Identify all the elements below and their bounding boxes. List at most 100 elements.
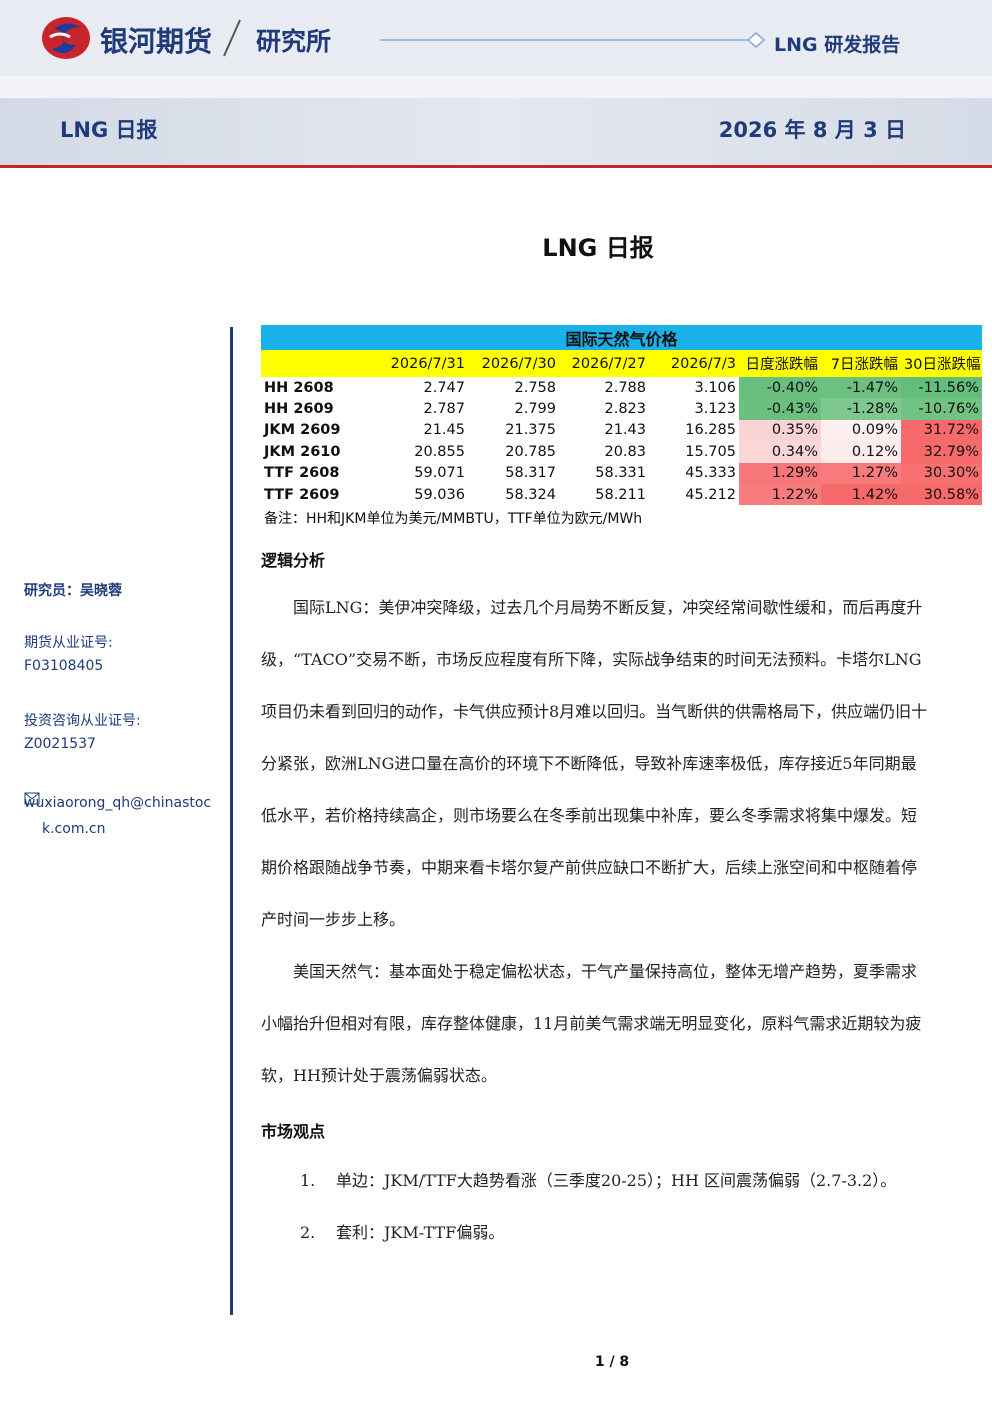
header-cell: 7日涨跌幅	[830, 357, 898, 373]
report-name: LNG 日报	[60, 118, 158, 142]
header-line	[380, 32, 766, 48]
list-item: 2. 套利：JKM-TTF偏弱。	[300, 1207, 896, 1259]
row-name: TTF 2609	[264, 486, 340, 503]
cell: 45.333	[685, 465, 736, 482]
table-note: 备注：HH和JKM单位为美元/MMBTU，TTF单位为欧元/MWh	[264, 511, 643, 527]
cell: 2.787	[423, 401, 465, 418]
title-row: 国际天然气价格	[261, 325, 983, 350]
cert-label: 期货从业证号:	[24, 635, 113, 651]
list-item: 1. 单边：JKM/TTF大趋势看涨（三季度20-25）；HH 区间震荡偏弱（2.…	[300, 1155, 896, 1207]
row-name: HH 2608	[264, 379, 334, 396]
email-text: wuxiaorong_qh@chinastock.com.cn	[24, 795, 212, 837]
cell: -10.76%	[901, 398, 983, 420]
cell: 32.79%	[901, 441, 983, 463]
data-row: TTF 2609 59.036 58.324 58.211 45.212 1.22% 1.4…	[261, 483, 983, 506]
logo	[42, 17, 90, 59]
cell: 30.30%	[901, 462, 983, 484]
cert: F03108405	[24, 658, 104, 674]
header-cell: 2026/7/31	[390, 355, 465, 372]
cert-label: 投资咨询从业证号:	[24, 713, 141, 729]
data-row: JKM 2610 20.855 20.785 20.83 15.705 0.34% 0.12…	[261, 441, 983, 463]
row-name: JKM 2610	[264, 443, 341, 460]
cell: 20.83	[604, 443, 646, 460]
mail-icon	[24, 792, 40, 805]
cell: 58.331	[595, 465, 646, 482]
item-text: 套利：JKM-TTF偏弱。	[336, 1223, 505, 1242]
cert: Z0021537	[24, 736, 96, 752]
cell: 30.58%	[901, 483, 983, 506]
cell: 2.758	[514, 379, 556, 396]
data-row: HH 2609 2.787 2.799 2.823 3.123 -0.43% -1.28% -…	[261, 398, 983, 420]
row-name: TTF 2608	[264, 465, 340, 482]
cell: 1.42%	[821, 483, 901, 506]
header-cell: 2026/7/3	[670, 355, 736, 372]
data-row: JKM 2609 21.45 21.375 21.43 16.285 0.35% 0.09%…	[261, 419, 983, 442]
cell: 3.123	[694, 401, 736, 418]
title-band	[0, 98, 992, 165]
cell: 16.285	[685, 422, 736, 439]
cell: 21.375	[505, 422, 556, 439]
row-name: HH 2609	[264, 401, 334, 418]
item-number: 2.	[300, 1223, 316, 1242]
strip	[0, 76, 992, 98]
brand: 银河期货	[100, 25, 213, 58]
cell: 45.212	[685, 486, 736, 503]
paragraph: 国际LNG：美伊冲突降级，过去几个月局势不断反复，冲突经常间歇性缓和，而后再度升…	[261, 598, 928, 929]
section-heading: 逻辑分析	[261, 551, 326, 570]
cell: 2.799	[514, 401, 556, 418]
table-title: 国际天然气价格	[261, 325, 983, 350]
cell: -1.47%	[821, 377, 901, 399]
cell: 2.747	[423, 379, 465, 396]
cell: 15.705	[685, 443, 736, 460]
cell: 21.45	[423, 422, 465, 439]
page-title: LNG 日报	[542, 234, 654, 262]
cell: -1.28%	[821, 398, 901, 420]
views-list: 1. 单边：JKM/TTF大趋势看涨（三季度20-25）；HH 区间震荡偏弱（2.…	[300, 1155, 896, 1259]
row-name: JKM 2609	[264, 422, 341, 439]
cell: -0.43%	[739, 398, 821, 420]
cell: 3.106	[694, 379, 736, 396]
sidebar-line	[230, 327, 233, 1315]
cell: -0.40%	[739, 377, 821, 399]
cell: 2.788	[604, 379, 646, 396]
item-number: 1.	[300, 1171, 316, 1190]
cell: 2.823	[604, 401, 646, 418]
cell: 1.27%	[821, 462, 901, 484]
cell: 20.855	[414, 443, 465, 460]
email: wuxiaorong_qh@chinastock.com.cn	[24, 790, 214, 842]
divider	[0, 165, 992, 168]
cell: 59.036	[414, 486, 465, 503]
data-row: TTF 2608 59.071 58.317 58.331 45.333 1.29% 1.2…	[261, 462, 983, 484]
cell: 58.324	[505, 486, 556, 503]
header-cell: 2026/7/27	[571, 355, 646, 372]
cell: 58.211	[595, 486, 646, 503]
division: 研究所	[256, 27, 332, 56]
section-heading: 市场观点	[261, 1122, 326, 1141]
top-bar	[0, 0, 992, 76]
cell: 1.22%	[739, 483, 821, 506]
item-text: 单边：JKM/TTF大趋势看涨（三季度20-25）；HH 区间震荡偏弱（2.7-…	[336, 1171, 897, 1190]
cell: 1.29%	[739, 462, 821, 484]
page-number: 1 / 8	[594, 1354, 630, 1370]
cell: -11.56%	[901, 377, 983, 399]
cell: 0.09%	[821, 419, 901, 442]
header-cell	[261, 350, 370, 377]
cell: 20.785	[505, 443, 556, 460]
cell: 31.72%	[901, 419, 983, 442]
header-row: 2026/7/31 2026/7/30 2026/7/27 2026/7/3 日度涨跌幅…	[261, 350, 983, 377]
slash	[223, 19, 241, 57]
cell: 21.43	[604, 422, 646, 439]
cell: 0.12%	[821, 441, 901, 463]
cell: 0.35%	[739, 419, 821, 442]
cell: 59.071	[414, 465, 465, 482]
cell: 0.34%	[739, 441, 821, 463]
paragraph: 美国天然气：基本面处于稳定偏松状态，干气产量保持高位，整体无增产趋势，夏季需求小…	[261, 962, 922, 1085]
analyst: 研究员：吴晓蓉	[24, 583, 122, 599]
header-cell: 2026/7/30	[481, 355, 556, 372]
report-series: LNG 研发报告	[774, 34, 901, 56]
header-cell: 日度涨跌幅	[745, 357, 819, 373]
analysis-body: 国际LNG：美伊冲突降级，过去几个月局势不断反复，冲突经常间歇性缓和，而后再度升…	[261, 582, 931, 1102]
data-row: HH 2608 2.747 2.758 2.788 3.106 -0.40% -1.47% -…	[261, 377, 983, 399]
price-table: 国际天然气价格 2026/7/31 2026/7/30 2026/7/27 2026/7…	[261, 325, 983, 506]
